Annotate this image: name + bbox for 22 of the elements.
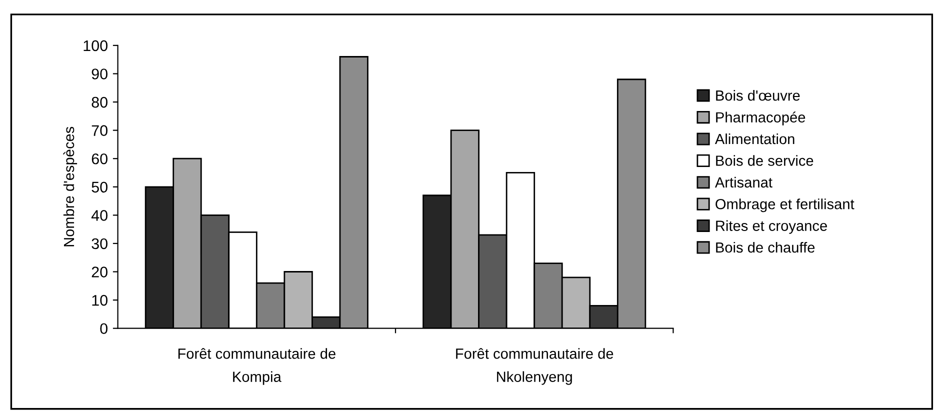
y-tick-label: 30: [92, 238, 108, 250]
y-tick-label: 0: [100, 323, 108, 334]
y-tick-label: 80: [92, 96, 108, 108]
legend-label: Ombrage et fertilisant: [716, 198, 854, 212]
legend-label: Artisanat: [714, 176, 772, 188]
y-tick-label: 40: [91, 210, 108, 221]
legend-label: Bois de chauffe: [716, 242, 815, 253]
legend-label: Alimentation: [714, 133, 794, 144]
y-tick-label: 10: [92, 294, 108, 306]
legend-label: Bois d'œuvre: [716, 90, 800, 101]
y-tick-label: 90: [92, 68, 108, 80]
y-tick-label: 70: [92, 125, 108, 136]
y-tick-label: 60: [92, 153, 108, 164]
legend-label: Pharmacopée: [716, 112, 806, 126]
x-tick-label: Forêt communautaire de Kompia: [178, 348, 336, 385]
y-axis-title: Nombre d'espèces: [63, 126, 78, 246]
legend-label: Rites et croyance: [716, 220, 827, 234]
x-tick-label: Forêt communautaire de Nkolenyeng: [456, 348, 614, 385]
y-tick-label: 50: [92, 182, 108, 193]
y-tick-label: 20: [92, 266, 108, 278]
y-tick-label: 100: [84, 40, 108, 52]
legend-label: Bois de service: [716, 155, 814, 166]
